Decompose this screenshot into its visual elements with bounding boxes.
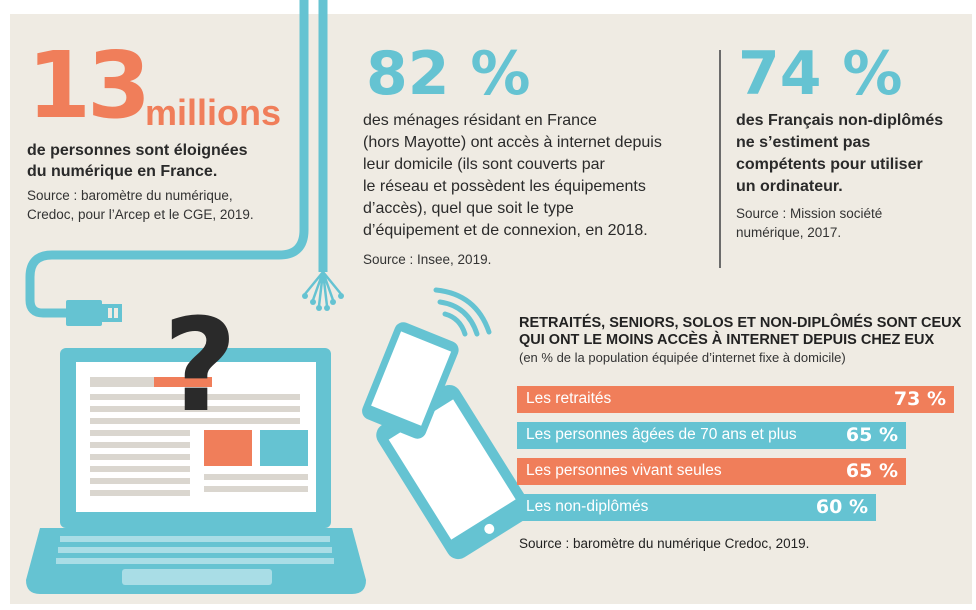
bar: Les non-diplômés 60 % [517,494,876,521]
stat2-text: des ménages résidant en France (hors May… [363,110,662,242]
bar: Les retraités 73 % [517,386,954,413]
stat3-text: des Français non-diplômés ne s’estiment … [736,110,943,198]
stat2-line: d’équipement et de connexion, en 2018. [363,222,648,239]
stat3-line: ne s’estiment pas [736,134,871,151]
stat3-source-line1: Source : Mission société [736,206,883,221]
laptop-icon [26,348,366,594]
bar: Les personnes vivant seules 65 % [517,458,906,485]
smartphone-icon [362,322,532,560]
chart-title-line2: QUI ONT LE MOINS ACCÈS À INTERNET DEPUIS… [519,332,935,348]
stat1-source-line2: Credoc, pour l’Arcep et le CGE, 2019. [27,207,254,222]
stat2-line: des ménages résidant en France [363,112,597,129]
chart-source: Source : baromètre du numérique Credoc, … [519,536,810,551]
stat1-text-line1: de personnes sont éloignées [27,142,248,159]
wifi-signal-icon [433,287,492,337]
bar-label: Les personnes vivant seules [526,462,722,479]
stat3-line: un ordinateur. [736,178,843,195]
stat1-unit: millions [145,92,282,133]
bar-value-label: 65 % [845,424,898,446]
chart-title: RETRAITÉS, SENIORS, SOLOS ET NON-DIPLÔMÉ… [519,315,964,349]
question-mark-icon: ? [163,292,237,441]
stat3-source-line2: numérique, 2017. [736,225,842,240]
divider [719,50,721,268]
stat2-line: leur domicile (ils sont couverts par [363,156,605,173]
stat1-text-line2: du numérique en France. [27,163,218,180]
bar-label: Les non-diplômés [526,498,649,515]
bar-value-label: 60 % [815,496,868,518]
cable-left-icon [25,0,309,326]
stat3-number: 74 % [738,39,903,109]
chart-subtitle: (en % de la population équipée d’interne… [519,350,846,365]
svg-text:?: ? [163,292,237,441]
stat2-line: le réseau et possèdent les équipements [363,178,646,195]
stat1-number: 13 [27,32,151,139]
bar-label: Les personnes âgées de 70 ans et plus [526,426,797,443]
stat2-line: (hors Mayotte) ont accès à internet depu… [363,134,662,151]
bar-value-label: 73 % [893,388,946,410]
bar: Les personnes âgées de 70 ans et plus 65 … [517,422,906,449]
stat2-source: Source : Insee, 2019. [363,252,492,267]
stat2-line: d’accès), quel que soit le type [363,200,574,217]
stat2-number: 82 % [366,39,531,109]
stat1-source-line1: Source : baromètre du numérique, [27,188,233,203]
stat3-line: compétents pour utiliser [736,156,923,173]
bar-value-label: 65 % [845,460,898,482]
stat3-line: des Français non-diplômés [736,112,944,129]
chart-title-line1: RETRAITÉS, SENIORS, SOLOS ET NON-DIPLÔMÉ… [519,315,962,331]
bar-label: Les retraités [526,390,612,407]
fiber-cable-icon [302,0,344,311]
